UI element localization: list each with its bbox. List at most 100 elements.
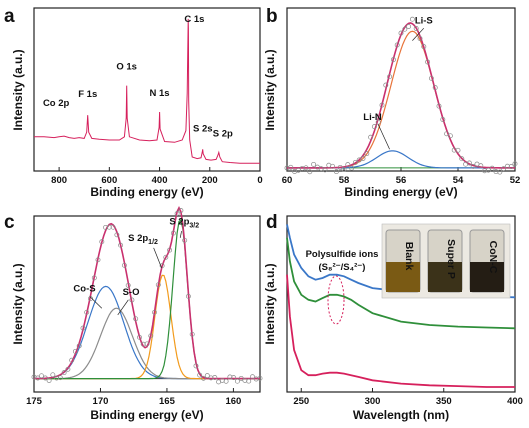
x-tick-label: 250 [293,396,309,407]
co-s-pointer [89,296,103,309]
raw-data-point [140,341,146,347]
panel-a-peak-label: F 1s [78,89,97,100]
raw-data-point [35,375,41,381]
raw-data-point [201,375,206,381]
raw-data-point [451,147,457,153]
raw-data-point [250,374,255,380]
x-tick-label: 600 [101,175,117,186]
peak-label-subscript: 1/2 [148,239,158,246]
vial-blank-solution [386,262,420,292]
raw-data-point [512,161,518,167]
panel-c-x-ticks: 175 170 165 160 [26,388,241,407]
raw-data-point [106,224,112,230]
raw-data-point [288,164,294,170]
raw-data-point [227,374,233,380]
x-tick-label: 350 [436,396,452,407]
x-tick-label: 175 [26,396,43,407]
peak-label: S 2p1/2 [128,233,158,246]
raw-data-point [246,378,252,384]
raw-data-point [440,117,446,122]
li-s-pointer [412,27,425,41]
raw-data-point [163,254,169,260]
raw-data-point [485,167,491,173]
raw-data-point [364,151,370,157]
raw-data-point [330,163,336,169]
raw-data-point [39,373,44,379]
peak-label: Li-S [415,16,433,27]
raw-data-point [69,357,75,363]
raw-data-point [185,293,191,299]
panel-d-ylabel: Intensity (a.u.) [263,263,277,344]
raw-data-point [436,103,442,109]
panel-a-peak-labels: Co 2p F 1s O 1s N 1s C 1s S 2s S 2p [43,14,233,139]
peak-label-subscript: 3/2 [189,222,199,229]
raw-data-point [50,372,56,378]
x-tick-label: 170 [93,396,109,407]
x-tick-label: 400 [507,396,523,407]
raw-data-point [54,375,60,381]
panel-letter-c: c [4,212,15,233]
raw-data-point [91,275,97,281]
fit-envelope [287,22,515,169]
panel-d-frame [286,215,516,393]
raw-data-point [455,147,461,153]
x-tick-label: 60 [282,175,293,186]
raw-data-point [80,325,86,331]
raw-data-point [375,119,381,125]
raw-data-point [129,297,135,303]
raw-data-point [223,378,229,384]
vial-conc-solution [470,262,504,292]
raw-data-point [508,164,514,169]
x-tick-label: 56 [396,175,407,186]
inset-label-superp: Super P [445,239,457,279]
panel-d-xlabel: Wavelength (nm) [353,408,449,422]
panel-a: 800 600 400 200 0 Co 2p F 1s O 1s N 1s C 1s S 2s S… [11,7,263,199]
x-tick-label: 58 [339,175,350,186]
raw-data-point [121,262,127,268]
panel-d-highlight-ellipse [327,275,345,325]
x-tick-label: 400 [152,175,168,186]
raw-data-point [65,366,71,372]
raw-data-point [333,169,339,175]
raw-data-point [413,26,419,31]
panel-b-peak-labels: Li-S Li-N [363,16,433,150]
panel-a-peak-label: N 1s [150,88,170,99]
raw-data-point [444,131,450,137]
raw-data-point [197,372,203,378]
raw-data-point [303,165,309,171]
raw-data-point [337,164,343,170]
panel-c-frame [33,215,261,393]
panel-b-xlabel: Binding energy (eV) [344,185,457,199]
raw-data-point [398,30,404,36]
raw-data-point [371,124,377,130]
raw-data-point [497,169,503,175]
raw-data-point [368,134,374,140]
raw-data-point [504,163,510,169]
panel-a-peak-label: C 1s [184,14,204,25]
vial-superp-solution [428,262,462,292]
raw-data-point [231,375,237,381]
component-peak [287,30,515,169]
raw-data-point [360,156,366,161]
raw-data-point [322,167,328,173]
panel-letter-d: d [266,212,278,233]
raw-data-point [311,161,317,167]
raw-data-point [133,316,139,322]
raw-data-point [61,370,67,376]
panel-letter-a: a [4,6,15,27]
x-tick-label: 165 [159,396,176,407]
panel-b-fitted-spectrum [284,16,518,175]
raw-data-point [159,263,165,269]
raw-data-point [167,247,173,253]
uv-vis-series [286,237,516,330]
raw-data-point [390,57,396,63]
s-o-pointer [117,299,129,316]
panel-d-x-ticks: 250 300 350 400 [293,388,523,407]
raw-data-point [42,375,48,381]
raw-data-point [383,82,389,88]
x-tick-label: 52 [510,175,521,186]
raw-data-point [417,36,423,41]
raw-data-point [478,163,484,169]
raw-data-point [421,44,427,50]
panel-a-peak-label: S 2s [193,123,213,134]
